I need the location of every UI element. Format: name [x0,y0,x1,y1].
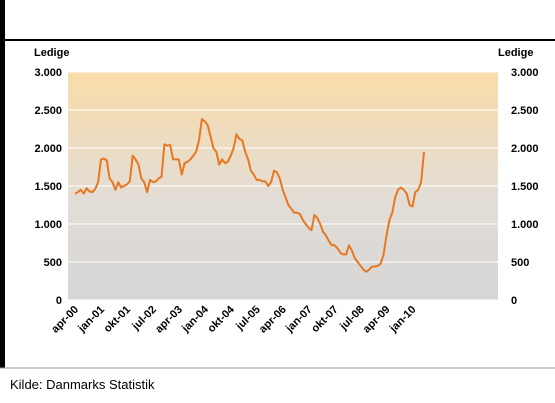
y-tick-label: 500 [44,257,62,269]
y2-tick-label: 3.000 [511,67,539,79]
y2-tick-label: 2.000 [511,143,539,155]
y-tick-label: 3.000 [34,67,62,79]
y-tick-label: 1.500 [34,181,62,193]
y-tick-label: 2.500 [34,105,62,117]
y2-tick-label: 1.500 [511,181,539,193]
y2-tick-label: 1.000 [511,219,539,231]
y-tick-label: 2.000 [34,143,62,155]
top-rule [0,39,555,41]
left-border [0,0,5,368]
y2-tick-label: 2.500 [511,105,539,117]
y-axis-title: Ledige [34,47,69,59]
y2-tick-label: 500 [511,257,529,269]
y2-tick-label: 0 [511,295,517,307]
y-tick-label: 1.000 [34,219,62,231]
source: Kilde: Danmarks Statistik [10,377,155,392]
y2-axis-title: Ledige [498,47,533,59]
y-tick-label: 0 [56,295,62,307]
line-series [74,118,425,273]
